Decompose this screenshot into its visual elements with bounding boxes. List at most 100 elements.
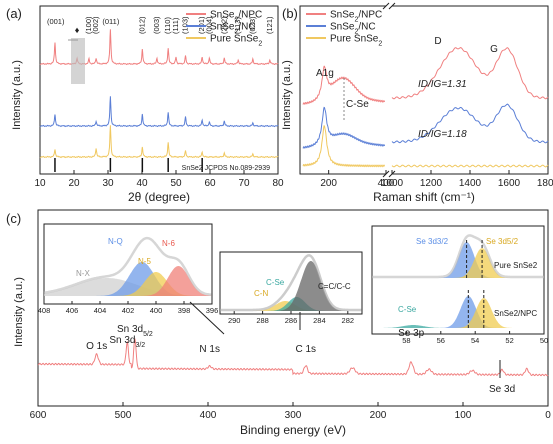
panel-b-series-right-0 (391, 47, 549, 100)
panel-b-series-left-0 (302, 65, 386, 105)
panel-c-tick-label: 500 (115, 410, 132, 421)
panel-c-peak-label: N 1s (199, 344, 220, 355)
panel-c-peak-label: Sn 3d5/2 (117, 324, 153, 338)
inset-tick-label: 396 (206, 306, 219, 315)
panel-c-xlabel: Binding energy (eV) (240, 423, 346, 437)
panel-a-tick-label: 50 (170, 178, 182, 189)
panel-b-ratio-npc: ID/IG=1.31 (418, 79, 467, 90)
panel-c-peak-label: Sn 3d3/2 (109, 335, 145, 349)
inset-tick-label: 404 (94, 306, 107, 315)
inset-envelope (43, 236, 212, 296)
panel-a-peak-label: (113) (233, 17, 242, 34)
inset-se3d-32: Se 3d3/2 (416, 237, 449, 246)
panel-a-peak-label: (121) (265, 16, 274, 34)
panel-a-label: (a) (6, 6, 22, 21)
panel-c-label: (c) (6, 211, 21, 226)
panel-b-legend-label: SnSe2/NC (330, 22, 376, 36)
panel-a-xlabel: 2θ (degree) (128, 190, 190, 204)
panel-c-peak-label: Se 3d (489, 384, 515, 395)
panel-c-survey-line (37, 338, 549, 377)
panel-b-tick-label: 1800 (537, 178, 553, 189)
panel-a-xrd: (a) 10 20 30 40 50 60 70 80 (001) (100)(002) (011… (6, 5, 284, 204)
inset-tick-label: 56 (437, 336, 445, 345)
panel-b-label: (b) (282, 6, 298, 21)
inset-tick-label: 408 (38, 306, 51, 315)
panel-b-legend-label: SnSe2/NPC (330, 10, 382, 24)
panel-c-tick-label: 300 (285, 410, 302, 421)
inset-envelope (372, 234, 544, 279)
panel-b-xlabel: Raman shift (cm⁻¹) (373, 190, 475, 204)
panel-b-g: G (490, 44, 498, 55)
panel-a-ylabel: Intensity (a.u.) (11, 60, 23, 130)
panel-a-peak-label: (004) (204, 16, 213, 34)
panel-a-peak-label: (201) (197, 16, 206, 34)
panel-b-series-left-1 (302, 106, 386, 149)
panel-c-ylabel: Intensity (a.u.) (13, 277, 25, 347)
inset-component (220, 261, 362, 311)
panel-a-series-2 (39, 125, 279, 159)
inset-se3d-52: Se 3d5/2 (486, 237, 519, 246)
panel-b-tick-label: 200 (320, 178, 337, 189)
panel-a-legend-label: SnSe2/NC (210, 22, 256, 36)
panel-a-peak-label: (110) (163, 17, 172, 34)
inset-n1s-nq: N-Q (108, 237, 123, 246)
panel-b-tick-label: 1200 (420, 178, 443, 189)
panel-b-ratio-nc: ID/IG=1.18 (418, 129, 467, 140)
panel-a-series-1 (39, 96, 279, 128)
arrow-n1s-icon (189, 301, 225, 335)
inset-tick-label: 290 (228, 316, 241, 325)
panel-a-frame (39, 5, 279, 175)
panel-b-series-lines (302, 47, 549, 168)
inset-n1s: 408 406 404 402 400 398 396 N-X N-Q N-5 N-6 (38, 223, 219, 315)
panel-a-peak-label: (003) (152, 16, 161, 34)
panel-a-peak-label: (002) (91, 16, 100, 34)
panel-a-tick-label: 80 (272, 178, 284, 189)
inset-n1s-nx: N-X (76, 269, 90, 278)
panel-c-tick-label: 400 (200, 410, 217, 421)
panel-a-tick-label: 30 (102, 178, 114, 189)
panel-a-highlight-band (71, 38, 85, 84)
inset-tick-label: 52 (505, 336, 513, 345)
panel-b-cse: C-Se (346, 99, 369, 110)
panel-b-tick-label: 1000 (381, 178, 404, 189)
panel-a-peak-label: (111) (171, 17, 180, 34)
panel-a-legend-label: SnSe2/NPC (210, 10, 262, 24)
inset-tick-label: 54 (471, 336, 479, 345)
panel-c-peak-label: O 1s (86, 341, 107, 352)
inset-tick-label: 398 (178, 306, 191, 315)
panel-b-legend-label: Pure SnSe2 (330, 34, 382, 48)
inset-tick-label: 58 (402, 336, 410, 345)
panel-a-peak-label: (001) (47, 17, 65, 26)
panel-c-tick-label: 200 (370, 410, 387, 421)
panel-b-series-right-1 (391, 103, 549, 144)
panel-c-tick-label: 100 (455, 410, 472, 421)
inset-component (220, 297, 362, 311)
panel-b-raman: (b) 20040010001200140016001800 A1g C-Se … (281, 2, 553, 204)
panel-a-tick-label: 70 (238, 178, 250, 189)
inset-se3d: 58 56 54 52 50 Se 3d3/2 Se 3d5/2 Pure SnSe2 … (371, 225, 548, 345)
panel-b-a1g: A1g (316, 68, 334, 79)
inset-component (44, 262, 212, 296)
inset-envelope (220, 254, 362, 312)
inset-tick-label: 284 (313, 316, 326, 325)
panel-a-x-ticks: 10 20 30 40 50 60 70 80 (34, 170, 284, 189)
panel-c-survey-series (37, 338, 549, 377)
panel-c-peak-label: C 1s (295, 344, 316, 355)
inset-se3d-frame (371, 225, 545, 335)
panel-b-axis-break (386, 2, 392, 178)
panel-a-jcpds: SnSe2 JCPDS No.089-2939 (182, 165, 270, 172)
panel-b-frame (299, 5, 549, 175)
panel-a-diamond-icon: ♦ (75, 25, 80, 35)
panel-c-tick-label: 600 (30, 410, 47, 421)
inset-tick-label: 288 (256, 316, 269, 325)
panel-a-peak-label: (011) (102, 17, 119, 26)
panel-a-peak-label: (100) (84, 16, 93, 34)
panel-a-peak-label: (202) (219, 16, 228, 34)
panel-a-tick-label: 40 (136, 178, 148, 189)
panel-b-series-right-2 (391, 164, 549, 168)
